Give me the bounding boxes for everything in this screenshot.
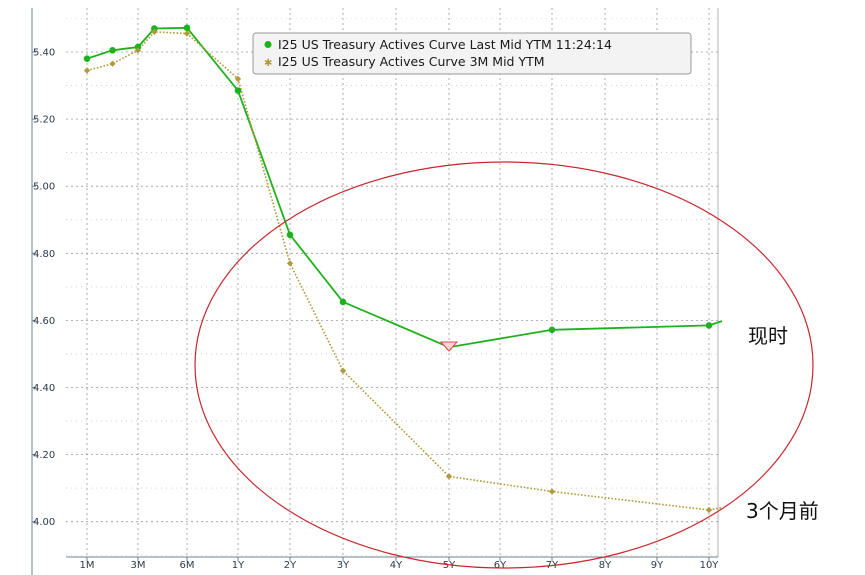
series-line-1 (86, 31, 723, 511)
x-tick-label-10Y: 10Y (700, 560, 720, 571)
series-0-point (548, 326, 556, 334)
series-1-point (445, 473, 453, 480)
y-tick-label-5.00: 5.00 (33, 182, 55, 193)
x-tick-label-1M: 1M (80, 560, 95, 571)
x-tick-label-5Y: 5Y (443, 560, 456, 571)
x-tick-label-3Y: 3Y (337, 560, 350, 571)
y-tick-labels: 5.40 5.20 5.00 4.80 4.60 4.40 4.20 4.00 (32, 48, 55, 528)
x-tick-label-9Y: 9Y (651, 560, 664, 571)
y-tick-label-4.80: 4.80 (33, 249, 55, 260)
x-tick-label-1Y: 1Y (232, 560, 245, 571)
series-1-point (234, 75, 242, 82)
annotation-now-label: 现时 (748, 324, 788, 348)
series-1-point (339, 367, 347, 374)
grid-lines (66, 8, 718, 557)
y-tick-label-4.40: 4.40 (33, 383, 55, 394)
series-line-0 (86, 26, 723, 349)
annotation-prev-label: 3个月前 (746, 499, 819, 523)
x-tick-label-6Y: 6Y (494, 560, 507, 571)
y-tick-label-4.60: 4.60 (33, 316, 55, 327)
highlight-ellipse (194, 161, 814, 569)
legend-box (252, 32, 692, 75)
x-tick-label-2Y: 2Y (284, 560, 297, 571)
series-1-point (286, 260, 294, 267)
series-1-point (705, 506, 713, 514)
series-0-point (286, 231, 294, 239)
x-tick-labels: 1M 3M 6M 1Y 2Y 3Y 4Y 5Y 6Y 7Y 8Y 9Y 10Y (80, 560, 720, 571)
5y-triangle-marker (439, 341, 459, 352)
legend-label-now: I25 US Treasury Actives Curve Last Mid Y… (278, 37, 612, 52)
series-0-point (339, 298, 347, 306)
series-0-point (109, 47, 116, 54)
y-tick-label-4.20: 4.20 (33, 450, 55, 461)
y-tick-label-4.00: 4.00 (33, 517, 55, 528)
series-1-point (83, 67, 91, 74)
series-0-point (705, 322, 713, 329)
legend: I25 US Treasury Actives Curve Last Mid Y… (252, 32, 692, 75)
series-0-point (134, 43, 142, 51)
legend-marker-now (264, 41, 272, 48)
x-tick-label-4Y: 4Y (390, 560, 403, 571)
series-1-point (109, 60, 116, 67)
series-0-point (183, 24, 191, 32)
legend-marker-prev: ✱ (264, 58, 272, 69)
series-0-point (151, 25, 158, 32)
series-layer (86, 26, 723, 511)
x-tick-label-6M: 6M (180, 560, 195, 571)
series-1-point (183, 30, 191, 37)
series-1-point (548, 488, 556, 495)
x-tick-label-8Y: 8Y (599, 560, 612, 571)
series-1-point (134, 47, 142, 54)
axes (31, 8, 719, 575)
y-tick-label-5.20: 5.20 (33, 115, 55, 126)
markers-layer (83, 24, 713, 514)
series-0-point (234, 87, 242, 94)
series-0-point (83, 55, 91, 63)
series-1-point (151, 28, 158, 35)
y-tick-label-5.40: 5.40 (33, 48, 55, 59)
legend-label-prev: I25 US Treasury Actives Curve 3M Mid YTM (278, 54, 545, 69)
x-tick-label-3M: 3M (131, 560, 146, 571)
